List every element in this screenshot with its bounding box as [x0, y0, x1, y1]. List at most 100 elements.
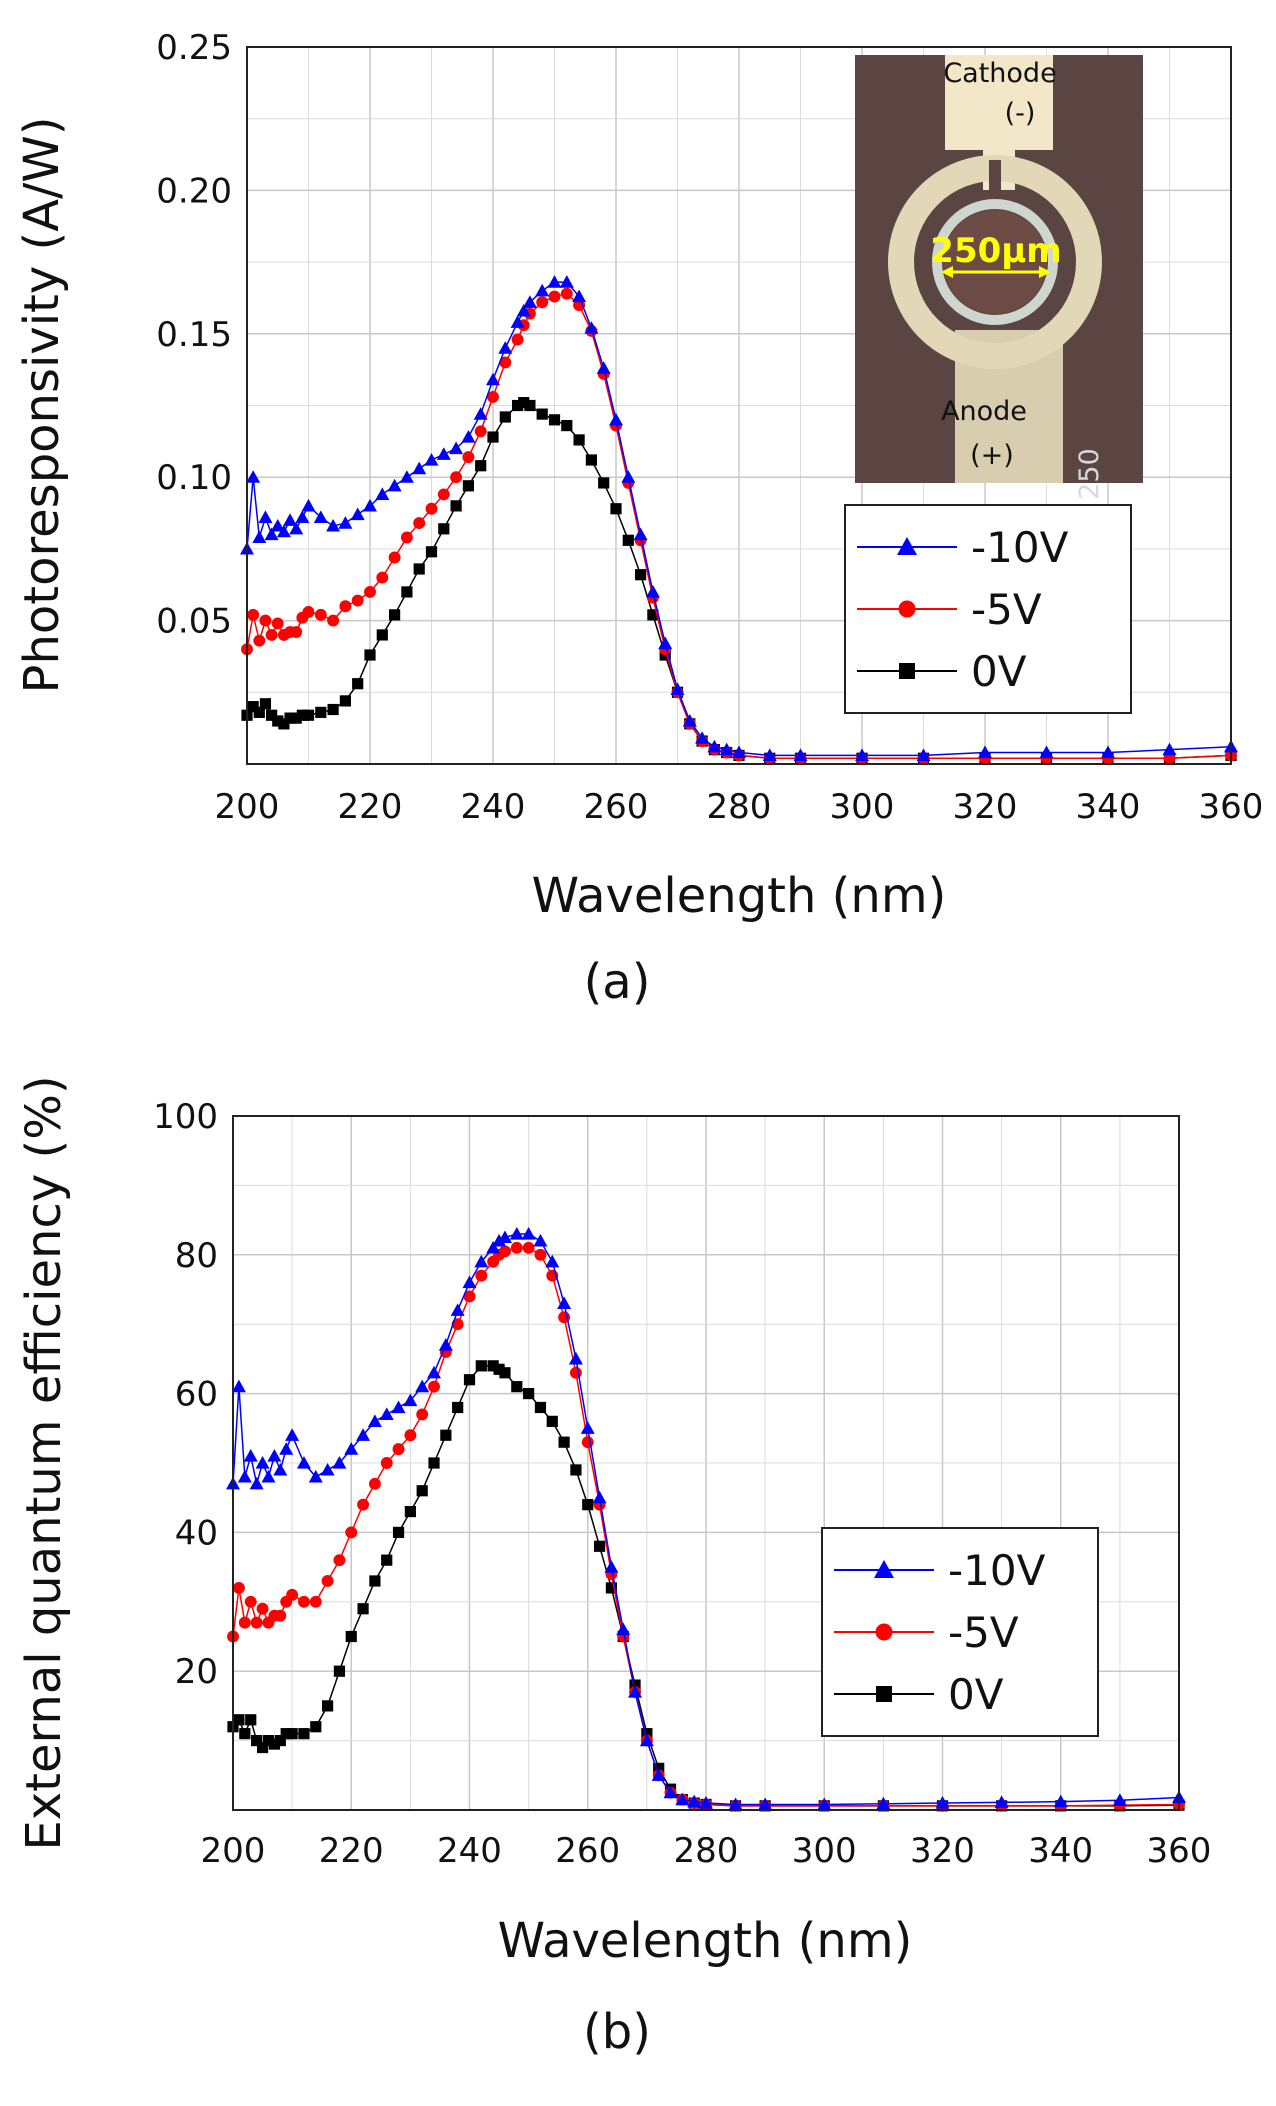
legend-marker-0V — [899, 663, 915, 679]
data-point — [239, 1728, 251, 1740]
data-point — [534, 1248, 547, 1261]
data-point — [368, 1477, 381, 1490]
data-point — [462, 1275, 477, 1289]
data-point — [381, 1554, 393, 1566]
y-tick-label: 40 — [175, 1513, 218, 1553]
data-point — [522, 1241, 535, 1254]
x-tick-label: 240 — [437, 1831, 502, 1871]
data-point — [245, 1714, 257, 1726]
data-point — [345, 1630, 357, 1643]
data-point — [376, 629, 388, 641]
x-tick-label: 320 — [953, 787, 1018, 827]
data-point — [247, 608, 260, 621]
data-point — [283, 513, 298, 526]
data-point — [298, 1728, 310, 1740]
data-point — [492, 1233, 507, 1247]
data-point — [265, 628, 278, 641]
data-point — [548, 290, 561, 303]
data-point — [357, 1603, 369, 1615]
data-point — [262, 1735, 275, 1747]
data-point — [487, 1360, 499, 1372]
data-point — [367, 1414, 382, 1427]
data-point — [897, 537, 917, 555]
x-tick-label: 240 — [461, 787, 526, 827]
data-point — [687, 1794, 702, 1808]
data-point — [473, 407, 488, 420]
data-point — [762, 748, 777, 761]
data-point — [310, 1721, 322, 1733]
x-tick-labels-a: 200 220 240 260 280 300 320 340 360 — [215, 787, 1264, 827]
data-point — [233, 1714, 245, 1726]
data-point — [559, 275, 574, 288]
data-point — [558, 1436, 570, 1448]
data-point — [584, 321, 599, 334]
data-point — [817, 1797, 832, 1811]
legend-label: -5V — [948, 1608, 1019, 1657]
data-point — [321, 1575, 334, 1587]
inset-device-number: 250 — [1074, 448, 1105, 500]
data-point — [510, 315, 525, 328]
data-point — [364, 585, 376, 598]
data-point — [279, 1442, 294, 1455]
data-point — [249, 1476, 264, 1490]
data-point — [580, 1421, 595, 1434]
data-point — [280, 1728, 292, 1740]
data-point — [388, 551, 401, 564]
y-tick-label: 0.20 — [156, 171, 232, 211]
inset-arrow-left-icon — [941, 266, 953, 278]
data-point — [450, 500, 462, 512]
data-point — [616, 1622, 631, 1636]
data-point — [247, 701, 259, 713]
data-point — [391, 1400, 406, 1414]
data-point — [518, 397, 530, 409]
data-point — [351, 594, 364, 607]
data-point — [320, 1462, 335, 1476]
data-point — [462, 480, 474, 492]
inset-anode-sign: (+) — [970, 440, 1014, 471]
data-point — [427, 1365, 442, 1379]
data-point — [338, 516, 353, 529]
data-point — [302, 709, 315, 721]
data-point — [593, 1540, 606, 1552]
data-point — [898, 600, 916, 618]
data-point — [295, 510, 310, 523]
data-point — [874, 1560, 894, 1578]
data-point — [658, 636, 673, 650]
data-point — [647, 609, 659, 621]
x-tick-label: 300 — [830, 787, 895, 827]
data-point — [428, 1457, 440, 1469]
data-point — [364, 649, 376, 661]
data-point — [499, 1367, 511, 1379]
x-tick-label: 200 — [201, 1831, 266, 1871]
data-point — [339, 695, 351, 707]
x-tick-label: 280 — [707, 787, 772, 827]
data-point — [261, 1469, 276, 1483]
data-point — [258, 510, 273, 523]
y-tick-label: 80 — [175, 1236, 218, 1276]
legend-marker--5V — [875, 1623, 893, 1641]
data-point — [308, 1469, 323, 1483]
data-point — [274, 1609, 287, 1622]
x-tick-label: 220 — [338, 787, 403, 827]
y-axis-title-b: External quantum efficiency (%) — [16, 1075, 72, 1850]
data-point — [268, 1738, 280, 1750]
data-point — [670, 682, 685, 696]
inset-arrow-right-icon — [1039, 266, 1051, 278]
data-point — [663, 1785, 678, 1799]
data-point — [546, 1415, 558, 1427]
data-point — [278, 718, 290, 730]
data-point — [521, 1226, 536, 1240]
data-point — [935, 1796, 950, 1809]
data-point — [437, 488, 450, 501]
data-point — [298, 1595, 310, 1608]
data-point — [352, 678, 364, 690]
data-point — [498, 341, 513, 354]
data-point — [416, 1485, 428, 1497]
data-point — [400, 531, 413, 544]
data-point — [238, 1616, 251, 1629]
data-point — [639, 1733, 654, 1747]
y-tick-label: 0.10 — [156, 458, 232, 498]
data-point — [440, 1429, 452, 1441]
data-point — [568, 1351, 583, 1365]
data-point — [251, 1735, 263, 1747]
